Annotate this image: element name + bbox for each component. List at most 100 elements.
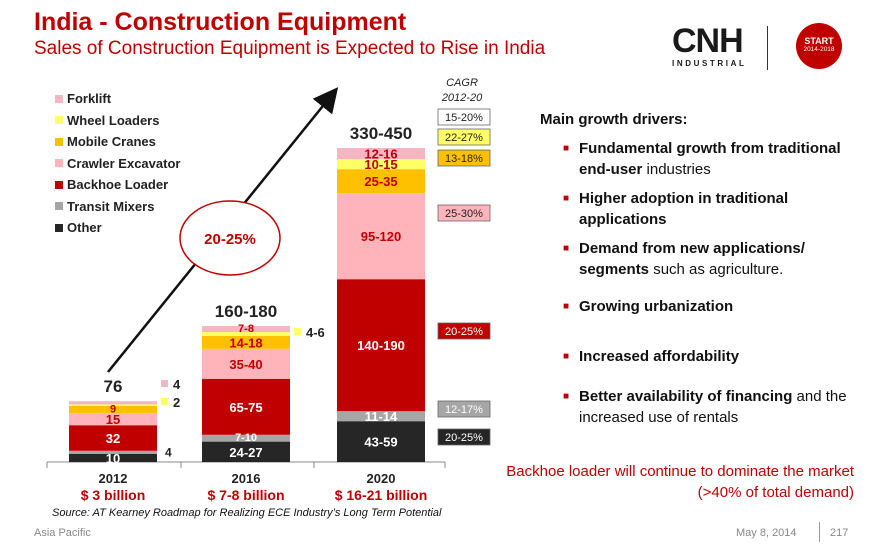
legend-item-crawler-excavator: Crawler Excavator [55, 153, 180, 175]
legend-item-backhoe-loader: Backhoe Loader [55, 174, 180, 196]
bar-2012-other [69, 454, 157, 462]
total-label-2012: 76 [104, 377, 123, 396]
chart-legend: Forklift Wheel Loaders Mobile Cranes Crawle… [55, 88, 180, 239]
cagr-box-wheel-loaders [437, 128, 491, 146]
driver-text: Demand from new applications/ segments s… [563, 238, 869, 280]
data-label-2020-wheel-loaders: 10-15 [364, 157, 397, 172]
growth-circle [179, 200, 281, 276]
cagr-box-transit-mixers [437, 400, 491, 418]
driver-item: ■ Fundamental growth from traditional end… [563, 138, 869, 180]
data-marker-2012-wheel-loaders [161, 398, 168, 405]
data-label-2012-mobile-cranes: 9 [110, 404, 116, 416]
cagr-box-mobile-cranes [437, 149, 491, 167]
data-label-2012-transit-mixers: 4 [165, 445, 172, 459]
driver-item: ■ Growing urbanization [563, 296, 869, 317]
data-label-2016-other: 24-27 [229, 445, 262, 460]
bar-2020-backhoe-loader [337, 279, 425, 412]
data-label-2020-crawler-excavator: 95-120 [361, 229, 401, 244]
bar-2020-wheel-loaders [337, 159, 425, 170]
legend-label: Backhoe Loader [67, 177, 169, 193]
bar-2020-crawler-excavator [337, 193, 425, 280]
logo-main-text: CNH [672, 22, 744, 60]
legend-label: Crawler Excavator [67, 155, 181, 171]
start-badge: START 2014-2018 [796, 23, 842, 69]
bar-2012-wheel-loaders [69, 404, 157, 406]
legend-swatch [55, 137, 63, 146]
data-label-2016-transit-mixers: 7-10 [235, 432, 257, 444]
driver-bold: Growing urbanization [579, 298, 734, 315]
footer-date: May 8, 2014 [736, 527, 797, 539]
cagr-value-crawler-excavator: 25-30% [445, 208, 483, 220]
bar-2016-wheel-loaders [202, 332, 290, 336]
bar-2012-mobile-cranes [69, 406, 157, 414]
bar-2020-mobile-cranes [337, 169, 425, 194]
driver-text: Increased affordability [563, 346, 869, 367]
driver-item: ■ Better availability of financing and th… [563, 386, 869, 428]
bar-2012-forklift [69, 401, 157, 405]
footer-separator [819, 522, 820, 542]
data-marker-2012-forklift [161, 380, 168, 387]
driver-bold: Demand from new applications/ segments [579, 240, 805, 278]
bar-2020-transit-mixers [337, 411, 425, 422]
cagr-box-backhoe-loader [437, 322, 491, 340]
driver-text: Better availability of financing and the… [563, 386, 869, 428]
growth-label: 20-25% [204, 231, 256, 248]
data-label-2016-wheel-loaders: 4-6 [306, 325, 325, 340]
legend-label: Forklift [67, 91, 112, 107]
driver-item: ■ Increased affordability [563, 346, 869, 367]
legend-swatch [55, 116, 63, 125]
cagr-value-other: 20-25% [445, 432, 483, 444]
driver-rest: industries [642, 161, 711, 178]
bar-2016-other [202, 441, 290, 462]
bullet-icon: ■ [563, 193, 570, 204]
data-label-2016-mobile-cranes: 14-18 [229, 335, 262, 350]
driver-bold: Higher adoption in traditional applicati… [579, 190, 789, 228]
legend-swatch [55, 94, 63, 103]
bar-2012-transit-mixers [69, 450, 157, 454]
bullet-icon: ■ [563, 391, 570, 402]
data-label-2012-other: 10 [106, 451, 120, 466]
x-tick-label-2012: 2012 [99, 471, 128, 486]
driver-bold: Better availability of financing [579, 388, 793, 405]
legend-swatch [55, 202, 63, 211]
bar-2016-forklift [202, 326, 290, 332]
legend-item-other: Other [55, 217, 180, 239]
legend-label: Mobile Cranes [67, 134, 156, 150]
driver-text: Higher adoption in traditional applicati… [563, 188, 869, 230]
driver-item: ■ Higher adoption in traditional applicat… [563, 188, 869, 230]
bar-2016-crawler-excavator [202, 348, 290, 379]
total-label-2020: 330-450 [350, 124, 412, 143]
source-note: Source: AT Kearney Roadmap for Realizing… [52, 507, 442, 519]
cagr-value-backhoe-loader: 20-25% [445, 326, 483, 338]
revenue-label-2012: $ 3 billion [81, 487, 146, 503]
bar-2020-forklift [337, 148, 425, 160]
legend-item-transit-mixers: Transit Mixers [55, 196, 180, 218]
logo-sub-text: INDUSTRIAL [672, 59, 747, 68]
cagr-box-other [437, 428, 491, 446]
cagr-value-forklift: 15-20% [445, 112, 483, 124]
market-note: Backhoe loader will continue to dominate… [470, 461, 854, 503]
data-label-2012-forklift: 4 [173, 377, 181, 392]
data-label-2020-transit-mixers: 11-14 [365, 409, 398, 424]
market-note-line1: Backhoe loader will continue to dominate… [506, 463, 854, 480]
footer-region: Asia Pacific [34, 527, 91, 539]
bar-2016-mobile-cranes [202, 336, 290, 349]
legend-swatch [55, 159, 63, 168]
data-label-2016-crawler-excavator: 35-40 [229, 357, 262, 372]
bar-2016-backhoe-loader [202, 378, 290, 435]
bullet-icon: ■ [563, 243, 570, 254]
legend-item-wheel-loaders: Wheel Loaders [55, 110, 180, 132]
revenue-label-2016: $ 7-8 billion [207, 487, 284, 503]
data-marker-2016-wheel-loaders [294, 328, 301, 335]
data-label-2016-forklift: 7-8 [238, 323, 254, 335]
drivers-title: Main growth drivers: [540, 111, 688, 128]
cagr-value-mobile-cranes: 13-18% [445, 153, 483, 165]
driver-bold: Fundamental growth from traditional end-… [579, 140, 841, 178]
total-label-2016: 160-180 [215, 302, 277, 321]
market-note-line2: (>40% of total demand) [697, 484, 854, 501]
bar-2012-crawler-excavator [69, 413, 157, 426]
stacked-bar-chart: 10 4 32 159 2 4 76 2012$ 3 billion 24-277-10 65-7… [46, 77, 491, 503]
cnh-industrial-logo: CNH INDUSTRIAL [672, 24, 752, 70]
legend-label: Transit Mixers [67, 198, 155, 214]
legend-swatch [55, 223, 63, 232]
